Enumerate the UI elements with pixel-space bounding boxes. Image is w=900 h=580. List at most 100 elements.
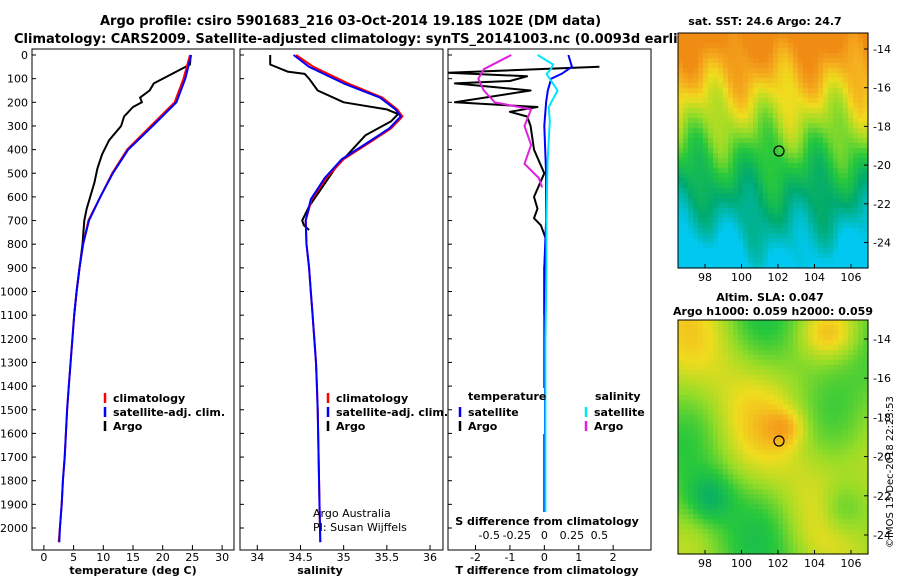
sst-heat-cell [788, 228, 794, 234]
sst-heat-cell [713, 53, 719, 59]
sst-heat-cell [768, 58, 774, 64]
sst-heat-cell [728, 108, 734, 114]
sst-heat-cell [763, 178, 769, 184]
sla-heat-cell [743, 459, 749, 465]
sst-heat-cell [853, 63, 859, 69]
sla-heat-cell [863, 459, 869, 465]
sla-heat-cell [683, 504, 689, 510]
sst-heat-cell [748, 258, 754, 264]
sst-heat-cell [848, 138, 854, 144]
sla-heat-cell [863, 509, 869, 515]
sst-heat-cell [818, 98, 824, 104]
sla-heat-cell [863, 379, 869, 386]
sst-heat-cell [863, 118, 869, 124]
sla-heat-cell [713, 509, 719, 515]
sst-heat-cell [818, 68, 824, 74]
sst-heat-cell [773, 158, 779, 164]
sst-heat-cell [758, 243, 764, 249]
sst-heat-cell [683, 143, 689, 149]
sst-heat-cell [728, 128, 734, 134]
sst-heat-cell [858, 228, 864, 234]
x-tick-label: 35 [337, 551, 351, 564]
sla-heat-cell [738, 484, 744, 490]
sst-heat-cell [688, 148, 694, 154]
sst-heat-cell [843, 158, 849, 164]
sst-heat-cell [723, 98, 729, 104]
sla-heat-cell [853, 404, 859, 411]
sla-heat-cell [683, 369, 689, 376]
sst-heat-cell [688, 158, 694, 164]
sst-heat-cell [808, 258, 814, 264]
sst-heat-cell [793, 233, 799, 239]
sla-heat-cell [743, 419, 749, 426]
sst-heat-cell [713, 48, 719, 54]
sla-heat-cell [808, 394, 814, 401]
sst-heat-cell [793, 48, 799, 54]
sst-heat-cell [793, 218, 799, 224]
sla-heat-cell [793, 404, 799, 411]
sla-heat-cell [828, 334, 834, 341]
sst-heat-cell [703, 263, 709, 269]
sla-heat-cell [683, 429, 689, 436]
sst-heat-cell [863, 63, 869, 69]
sst-heat-cell [833, 48, 839, 54]
sla-heat-cell [713, 544, 719, 550]
sla-heat-cell [683, 549, 689, 555]
sla-heat-cell [753, 494, 759, 500]
x-tick-label: -1 [504, 551, 515, 564]
sla-heat-cell [793, 529, 799, 535]
sla-heat-cell [808, 389, 814, 396]
sst-heat-cell [738, 58, 744, 64]
sst-heat-cell [863, 158, 869, 164]
sla-heat-cell [798, 464, 804, 470]
sst-heat-cell [703, 238, 709, 244]
x-tick-label: 25 [185, 551, 199, 564]
sst-heat-cell [803, 98, 809, 104]
sst-heat-cell [848, 83, 854, 89]
sst-heat-cell [763, 258, 769, 264]
sla-heat-cell [803, 369, 809, 376]
sst-heat-cell [678, 248, 684, 254]
sst-heat-cell [778, 203, 784, 209]
sst-heat-cell [853, 83, 859, 89]
sst-heat-cell [763, 163, 769, 169]
sla-heat-cell [748, 489, 754, 495]
sla-heat-cell [788, 324, 794, 331]
sla-heat-cell [848, 474, 854, 480]
sla-heat-cell [853, 544, 859, 550]
sst-heat-cell [708, 188, 714, 194]
sla-heat-cell [748, 384, 754, 391]
sst-heat-cell [798, 88, 804, 94]
sst-heat-cell [788, 123, 794, 129]
sst-heat-cell [728, 183, 734, 189]
depth-tick-label: 300 [7, 120, 28, 133]
sla-heat-cell [818, 379, 824, 386]
sst-heat-cell [863, 68, 869, 74]
sla-heat-cell [843, 429, 849, 436]
sst-heat-cell [688, 33, 694, 39]
sst-heat-cell [778, 243, 784, 249]
sst-heat-cell [778, 238, 784, 244]
sst-heat-cell [858, 113, 864, 119]
sst-heat-cell [798, 108, 804, 114]
sst-heat-cell [778, 83, 784, 89]
sst-heat-cell [843, 173, 849, 179]
sla-heat-cell [833, 434, 839, 441]
sst-heat-cell [713, 253, 719, 259]
sst-heat-cell [858, 43, 864, 49]
sla-heat-cell [723, 524, 729, 530]
x-tick-label: 0 [40, 551, 47, 564]
sla-heat-cell [838, 379, 844, 386]
sla-heat-cell [783, 439, 789, 446]
sla-heat-cell [833, 444, 839, 451]
sst-heat-cell [718, 78, 724, 84]
sla-heat-cell [848, 489, 854, 495]
sst-heat-cell [718, 88, 724, 94]
sla-heat-cell [698, 454, 704, 461]
sst-heat-cell [853, 158, 859, 164]
sla-heat-cell [703, 409, 709, 416]
sla-heat-cell [758, 539, 764, 545]
sst-heat-cell [803, 58, 809, 64]
sla-heat-cell [808, 374, 814, 381]
sla-heat-cell [693, 474, 699, 480]
